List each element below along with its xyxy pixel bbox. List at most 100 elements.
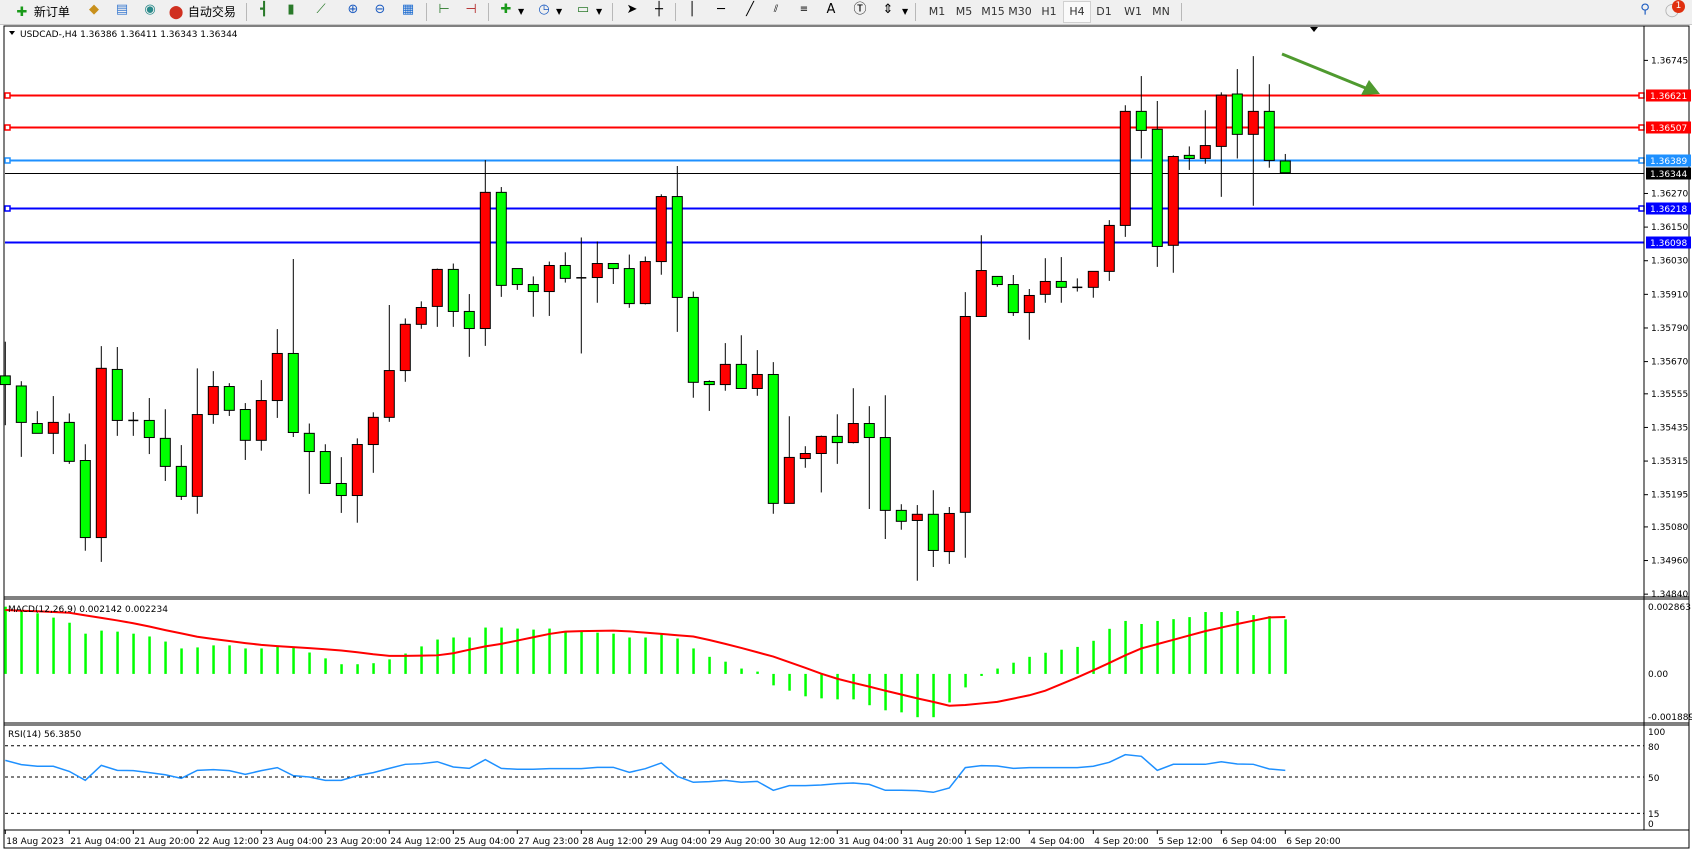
candle[interactable]: [287, 259, 299, 437]
candle[interactable]: [128, 412, 139, 436]
candle[interactable]: [895, 504, 907, 530]
vertical-line-icon[interactable]: │: [688, 2, 696, 17]
candle[interactable]: [1023, 289, 1035, 340]
candle[interactable]: [303, 423, 315, 494]
rsi-panel[interactable]: [5, 745, 1644, 814]
candle[interactable]: [479, 160, 491, 346]
candle[interactable]: [559, 252, 571, 283]
candle[interactable]: [815, 435, 827, 493]
candle[interactable]: [1199, 110, 1211, 164]
candle[interactable]: [927, 490, 939, 567]
candle[interactable]: [655, 194, 667, 275]
timeframe-m15[interactable]: M15: [981, 5, 1005, 18]
candle[interactable]: [463, 294, 475, 357]
candle[interactable]: [399, 318, 411, 382]
candle[interactable]: [47, 396, 59, 455]
candle[interactable]: [31, 411, 43, 434]
candle[interactable]: [1263, 84, 1275, 168]
candle[interactable]: [0, 341, 11, 426]
candle[interactable]: [943, 507, 955, 564]
timeframe-m5[interactable]: M5: [955, 5, 973, 18]
candle[interactable]: [751, 350, 763, 396]
notifications-button[interactable]: ◯ 1: [1664, 0, 1685, 20]
indicators-icon[interactable]: ✚: [500, 2, 512, 17]
arrows-dropdown-icon[interactable]: ▼: [902, 7, 909, 16]
candle[interactable]: [863, 406, 875, 509]
candle[interactable]: [63, 413, 75, 464]
candle[interactable]: [95, 346, 107, 562]
candlestick-chart-icon[interactable]: ▮: [287, 2, 295, 17]
templates-icon[interactable]: ▭: [576, 2, 590, 17]
search-icon[interactable]: ⚲: [1640, 2, 1650, 17]
candle[interactable]: [1055, 257, 1067, 303]
candle[interactable]: [351, 438, 363, 523]
macd-panel[interactable]: [4, 606, 1287, 718]
candle[interactable]: [271, 329, 283, 418]
periods-clock-icon[interactable]: ◷: [538, 2, 550, 17]
collapse-triangle-icon[interactable]: [9, 31, 15, 35]
indicators-dropdown-icon[interactable]: ▼: [518, 7, 525, 16]
zoom-out-icon[interactable]: ⊖: [374, 2, 386, 17]
candle[interactable]: [527, 276, 539, 317]
candle[interactable]: [639, 256, 651, 305]
periods-dropdown-icon[interactable]: ▼: [556, 7, 563, 16]
timeframe-d1[interactable]: D1: [1096, 5, 1112, 18]
candle[interactable]: [1135, 76, 1147, 159]
candle[interactable]: [15, 381, 27, 457]
timeframe-h1[interactable]: H1: [1041, 5, 1057, 18]
candle[interactable]: [383, 304, 395, 422]
navigator-icon[interactable]: ◉: [144, 2, 156, 17]
candle[interactable]: [1039, 258, 1051, 303]
timeframe-w1[interactable]: W1: [1124, 5, 1142, 18]
timeframe-m1[interactable]: M1: [928, 5, 946, 18]
candle[interactable]: [495, 187, 507, 297]
candle[interactable]: [431, 268, 443, 327]
candle[interactable]: [719, 343, 731, 391]
candle[interactable]: [239, 403, 251, 460]
arrows-icon[interactable]: ⇕: [882, 2, 894, 17]
chart-shift-marker-icon[interactable]: [1310, 27, 1318, 32]
candle[interactable]: [511, 268, 523, 290]
candle[interactable]: [911, 505, 923, 581]
auto-scroll-icon[interactable]: ⊢: [438, 2, 450, 17]
tile-windows-icon[interactable]: ▦: [401, 2, 415, 17]
templates-dropdown-icon[interactable]: ▼: [596, 7, 603, 16]
candle[interactable]: [1183, 146, 1195, 170]
candle[interactable]: [1247, 56, 1259, 206]
bar-chart-icon[interactable]: ┫: [260, 2, 268, 17]
candle[interactable]: [1087, 270, 1099, 298]
candle[interactable]: [447, 263, 459, 327]
candle[interactable]: [319, 444, 331, 484]
candle[interactable]: [159, 409, 171, 481]
candle[interactable]: [1151, 101, 1163, 267]
candle[interactable]: [607, 263, 619, 284]
zoom-in-icon[interactable]: ⊕: [347, 2, 359, 17]
candle[interactable]: [1231, 69, 1243, 159]
candle[interactable]: [847, 388, 859, 444]
candle[interactable]: [1279, 153, 1291, 174]
candle[interactable]: [783, 416, 795, 504]
candle[interactable]: [1167, 155, 1179, 273]
candle[interactable]: [975, 235, 987, 317]
candle[interactable]: [335, 457, 347, 513]
candle[interactable]: [191, 368, 203, 514]
candle[interactable]: [255, 380, 267, 451]
candle[interactable]: [1119, 105, 1131, 237]
market-watch-icon[interactable]: ◆: [89, 2, 99, 17]
candle[interactable]: [111, 347, 123, 436]
timeframe-h4[interactable]: H4: [1063, 1, 1091, 23]
candle[interactable]: [799, 446, 811, 468]
equidistant-channel-icon[interactable]: ⫽: [773, 4, 779, 15]
candle[interactable]: [1215, 92, 1227, 197]
candle[interactable]: [367, 412, 379, 473]
trendline-icon[interactable]: ╱: [746, 2, 754, 17]
text-label-icon[interactable]: Ⓣ: [853, 2, 867, 17]
candle[interactable]: [207, 371, 219, 424]
candle[interactable]: [415, 301, 427, 329]
text-icon[interactable]: A: [826, 2, 836, 17]
auto-trading-button[interactable]: ⬤ 自动交易: [168, 2, 236, 22]
candle[interactable]: [767, 362, 779, 514]
data-window-icon[interactable]: ▤: [115, 2, 129, 17]
candle[interactable]: [703, 380, 715, 411]
